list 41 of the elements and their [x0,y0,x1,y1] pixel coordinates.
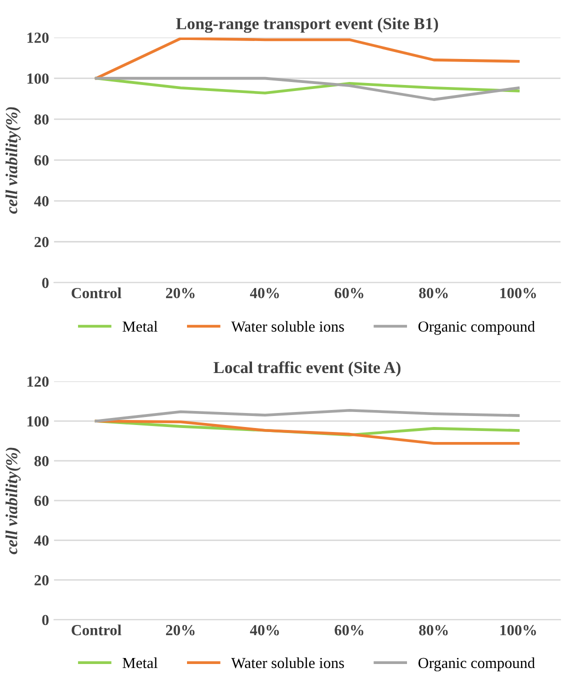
y-tick-label: 80 [34,456,49,466]
legend-label: Water soluble ions [231,320,344,332]
chart-title: Long-range transport event (Site B1) [176,18,438,33]
legend-label: Metal [122,320,158,332]
y-tick-label: 60 [34,155,49,166]
x-tick-label: 80% [419,288,448,298]
chart-title: Local traffic event (Site A) [214,361,400,377]
y-tick-label: 20 [34,236,49,248]
x-tick-label: 60% [334,625,364,636]
legend-label: Water soluble ions [231,657,344,668]
x-tick-label: 20% [166,625,195,636]
line-series [94,76,520,101]
x-tick-label: 80% [419,625,448,636]
y-axis-title: cell viability(%) [6,448,21,554]
y-tick-label: 120 [28,376,49,387]
x-tick-label: 60% [334,288,364,298]
x-tick-label: 100% [500,625,536,636]
y-tick-label: 20 [34,575,49,586]
y-tick-label: 40 [34,196,49,206]
y-tick-label: 40 [34,535,49,546]
y-tick-label: 0 [42,278,49,288]
y-tick-label: 0 [42,614,49,626]
x-tick-label: 20% [166,288,195,298]
y-tick-label: 60 [34,496,49,506]
legend-label: Metal [122,657,158,668]
y-tick-label: 120 [28,32,49,43]
line-series [94,408,520,422]
x-tick-label: 40% [250,625,279,636]
legend-label: Organic compound [418,657,535,672]
x-tick-label: 40% [250,288,279,298]
x-tick-label: 100% [500,288,536,298]
x-tick-label: Control [72,624,122,636]
line-series [94,76,520,94]
line-series [94,37,520,80]
legend-label: Organic compound [418,320,535,335]
y-tick-label: 100 [28,416,49,427]
line-series [94,420,520,445]
y-tick-label: 80 [34,114,49,125]
y-tick-label: 100 [28,73,49,84]
x-tick-label: Control [72,287,122,298]
y-axis-title: cell viability(%) [6,107,21,214]
